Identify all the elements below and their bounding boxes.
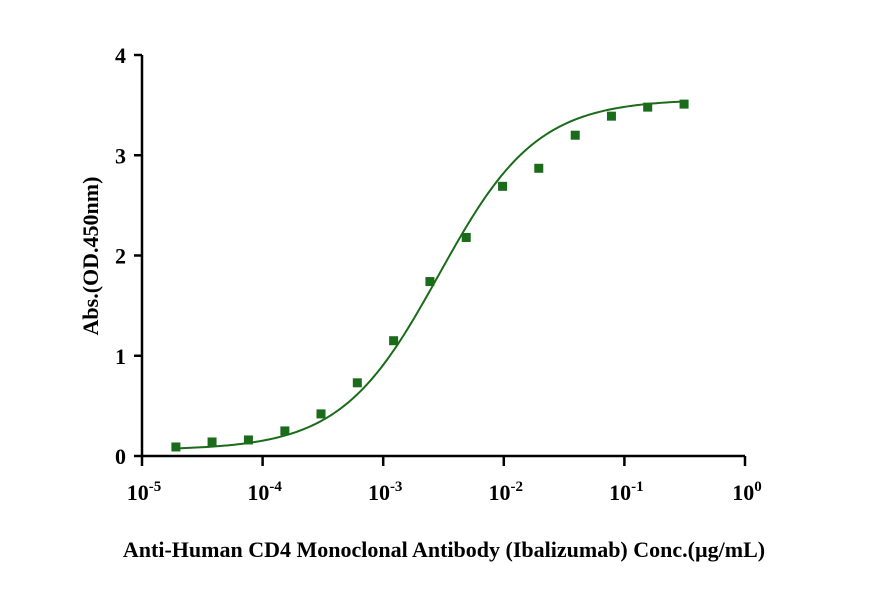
x-tick-label: 100	[732, 479, 762, 505]
data-point	[425, 277, 435, 287]
x-tick-label: 10-5	[127, 479, 162, 505]
x-tick-label: 10-2	[489, 479, 524, 505]
data-point	[352, 378, 362, 388]
x-tick-label: 10-3	[368, 479, 403, 505]
data-point	[606, 111, 616, 121]
data-point	[316, 409, 326, 419]
x-tick-exponent: -1	[631, 479, 644, 495]
x-tick-base: 10	[247, 480, 269, 505]
data-point	[280, 426, 290, 436]
y-tick-label: 4	[115, 43, 126, 68]
x-axis-title: Anti-Human CD4 Monoclonal Antibody (Ibal…	[123, 537, 765, 562]
y-axis: 0 1 2 3 4	[115, 43, 144, 469]
x-ticks: 10-5 10-4 10-3 10-2 10-1 100	[127, 456, 762, 505]
data-point	[243, 435, 253, 445]
y-tick-label: 1	[115, 344, 126, 369]
x-tick-label: 10-1	[609, 479, 644, 505]
y-ticks: 0 1 2 3 4	[115, 43, 142, 469]
data-point	[570, 130, 580, 140]
x-tick-label: 10-4	[247, 479, 282, 505]
x-tick-base: 10	[732, 480, 754, 505]
y-tick-label: 0	[115, 444, 126, 469]
data-point	[534, 163, 544, 173]
y-tick-label: 3	[115, 143, 126, 168]
x-tick-exponent: 0	[754, 479, 762, 495]
x-tick-base: 10	[127, 480, 149, 505]
x-tick-base: 10	[368, 480, 390, 505]
data-point	[643, 102, 653, 112]
x-tick-exponent: -5	[149, 479, 162, 495]
x-axis: 10-5 10-4 10-3 10-2 10-1 100	[127, 454, 762, 505]
data-point	[389, 336, 399, 346]
x-tick-exponent: -4	[269, 479, 282, 495]
x-tick-exponent: -3	[390, 479, 403, 495]
y-axis-title: Abs.(OD.450nm)	[78, 177, 103, 336]
x-tick-base: 10	[489, 480, 511, 505]
data-point	[461, 232, 471, 242]
y-tick-label: 2	[115, 244, 126, 269]
data-points	[171, 99, 689, 452]
x-tick-exponent: -2	[511, 479, 524, 495]
data-point	[498, 181, 508, 191]
data-point	[679, 99, 689, 109]
fit-curve	[175, 100, 685, 450]
x-tick-base: 10	[609, 480, 631, 505]
data-point	[207, 437, 217, 447]
data-point	[171, 442, 181, 452]
